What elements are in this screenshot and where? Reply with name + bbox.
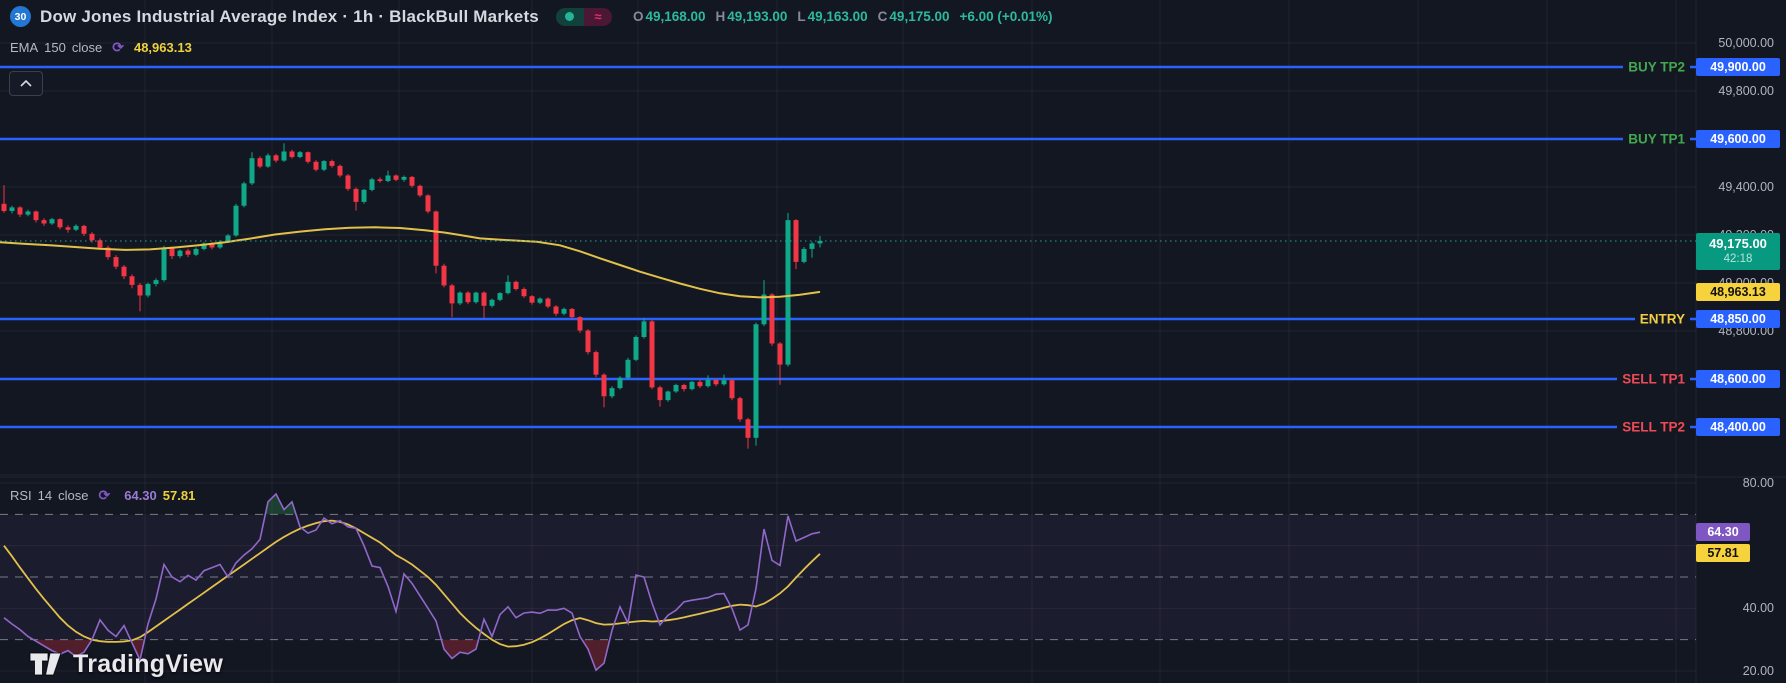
rsi-line xyxy=(3,492,821,672)
price-axis-label[interactable]: 50,000.00 xyxy=(1718,36,1774,50)
price-axis-label[interactable]: 49,800.00 xyxy=(1718,84,1774,98)
last-price-value: 49,175.00 xyxy=(1709,236,1767,252)
rsi-length: 14 xyxy=(37,488,53,503)
refresh-icon[interactable]: ⟳ xyxy=(98,487,111,503)
rsi-axis-badge[interactable]: 64.30 xyxy=(1696,523,1750,542)
symbol-title[interactable]: Dow Jones Industrial Average Index · 1h … xyxy=(40,6,539,26)
rsi-ma-line xyxy=(3,519,821,648)
level-badge-entry[interactable]: 48,850.00 xyxy=(1696,310,1780,328)
ema-axis-badge[interactable]: 48,963.13 xyxy=(1696,282,1780,301)
indicator-visibility-toggle[interactable]: ≈ xyxy=(555,7,612,26)
last-price-badge[interactable]: 49,175.00 42:18 xyxy=(1696,233,1780,270)
chevron-up-icon xyxy=(20,80,32,87)
status-dot-icon xyxy=(555,7,584,26)
rsi-oversold-fill xyxy=(33,639,610,671)
collapse-panel-button[interactable] xyxy=(9,71,43,96)
rsi-axis-label[interactable]: 40.00 xyxy=(1742,601,1774,616)
rsi-value: 64.30 xyxy=(124,488,157,503)
chart-header: 30 Dow Jones Industrial Average Index · … xyxy=(10,6,1053,27)
low-value: 49,163.00 xyxy=(807,9,868,24)
level-label-entry[interactable]: ENTRY xyxy=(1634,311,1690,327)
rsi-source: close xyxy=(58,488,89,503)
level-badge-sell-tp2[interactable]: 48,400.00 xyxy=(1696,418,1780,436)
ohlc-readout: O 49,168.00 H 49,193.00 L 49,163.00 C 49,175… xyxy=(633,9,1053,24)
ema-value: 48,963.13 xyxy=(133,40,192,55)
level-badge-buy-tp2[interactable]: 49,900.00 xyxy=(1696,58,1780,76)
rsi-name: RSI xyxy=(10,488,32,503)
wave-icon: ≈ xyxy=(583,7,612,26)
bar-countdown: 42:18 xyxy=(1723,253,1753,266)
rsi-ma-axis-badge[interactable]: 57.81 xyxy=(1696,543,1750,562)
candlestick-series xyxy=(1,143,823,449)
ema-length: 150 xyxy=(44,40,66,55)
rsi-indicator-row[interactable]: RSI 14 close ⟳ 64.30 57.81 xyxy=(10,487,195,504)
rsi-axis-label[interactable]: 20.00 xyxy=(1742,663,1774,678)
high-value: 49,193.00 xyxy=(727,9,788,24)
level-label-sell-tp1[interactable]: SELL TP1 xyxy=(1617,371,1690,387)
level-badge-sell-tp1[interactable]: 48,600.00 xyxy=(1696,370,1780,388)
price-axis-label[interactable]: 49,400.00 xyxy=(1718,180,1774,194)
close-label: C xyxy=(877,9,888,24)
open-value: 49,168.00 xyxy=(645,9,706,24)
low-label: L xyxy=(797,9,806,24)
refresh-icon[interactable]: ⟳ xyxy=(112,39,124,55)
level-label-sell-tp2[interactable]: SELL TP2 xyxy=(1617,419,1690,435)
ema-line xyxy=(0,226,821,299)
ema-indicator-row[interactable]: EMA 150 close ⟳ 48,963.13 xyxy=(10,39,192,56)
rsi-ma-value: 57.81 xyxy=(162,488,196,503)
change-value: +6.00 (+0.01%) xyxy=(959,9,1053,24)
tradingview-logo-text: TradingView xyxy=(73,649,224,678)
tradingview-logo[interactable]: TradingView xyxy=(28,648,223,680)
level-label-buy-tp1[interactable]: BUY TP1 xyxy=(1623,131,1690,147)
ema-name: EMA xyxy=(10,40,39,55)
tradingview-logo-icon xyxy=(29,652,62,676)
level-badge-buy-tp1[interactable]: 49,600.00 xyxy=(1696,130,1780,148)
level-label-buy-tp2[interactable]: BUY TP2 xyxy=(1623,59,1690,75)
ema-source: close xyxy=(71,40,103,55)
close-value: 49,175.00 xyxy=(889,9,950,24)
symbol-number-badge[interactable]: 30 xyxy=(10,6,31,27)
open-label: O xyxy=(632,9,644,24)
rsi-axis-label[interactable]: 80.00 xyxy=(1742,476,1774,490)
high-label: H xyxy=(715,9,726,24)
